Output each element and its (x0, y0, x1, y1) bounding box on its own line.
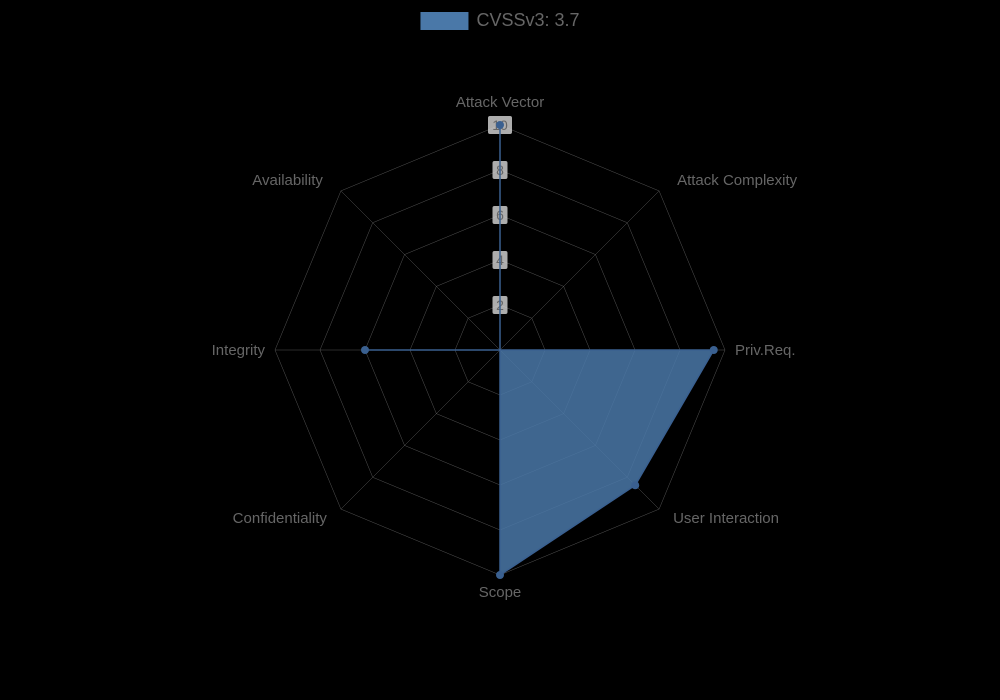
legend-label: CVSSv3: 3.7 (476, 10, 579, 31)
axis-label: Attack Complexity (677, 172, 798, 189)
axis-label: User Interaction (673, 510, 779, 527)
axis-label: Priv.Req. (735, 342, 796, 359)
axis-label: Attack Vector (456, 94, 544, 111)
radar-point (631, 481, 639, 489)
radar-chart-container: CVSSv3: 3.7 Attack Vector Attack Complexi… (0, 0, 1000, 700)
radar-chart: Attack Vector Attack Complexity Priv.Req. U… (0, 0, 1000, 700)
radar-point (496, 121, 504, 129)
radar-point (496, 571, 504, 579)
legend: CVSSv3: 3.7 (420, 10, 579, 31)
radar-series (365, 125, 714, 575)
legend-swatch (420, 12, 468, 30)
radar-point (710, 346, 718, 354)
radar-point (361, 346, 369, 354)
axis-label: Integrity (212, 342, 266, 359)
axis-label: Scope (479, 584, 522, 601)
axis-label: Confidentiality (233, 510, 328, 527)
axis-label: Availability (252, 172, 323, 189)
